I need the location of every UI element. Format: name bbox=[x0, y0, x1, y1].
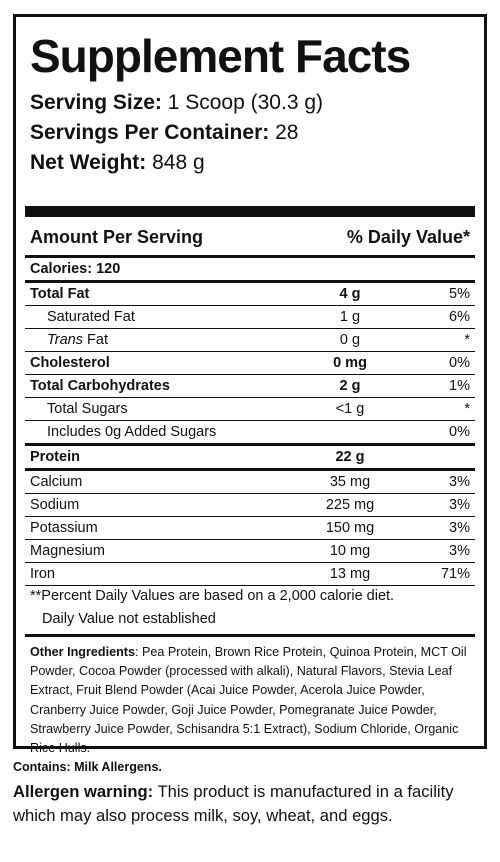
divider bbox=[25, 255, 475, 258]
other-ingredients-label: Other Ingredients bbox=[30, 645, 135, 659]
nutrient-row-total-carbohydrates: Total Carbohydrates 2 g 1% bbox=[25, 375, 475, 397]
nutrient-label: Total Fat bbox=[30, 286, 90, 302]
divider bbox=[25, 280, 475, 283]
nutrient-amount: 1 g bbox=[339, 309, 361, 325]
nutrient-label: Cholesterol bbox=[30, 355, 110, 371]
supplement-facts-panel: Supplement Facts Serving Size: 1 Scoop (… bbox=[13, 14, 487, 755]
nutrient-amount: <1 g bbox=[335, 401, 365, 417]
divider bbox=[25, 634, 475, 637]
nutrient-row-total-fat: Total Fat 4 g 5% bbox=[25, 283, 475, 305]
footnote-not-established: Daily Value not established bbox=[42, 611, 216, 627]
nutrient-label: Saturated Fat bbox=[47, 309, 135, 325]
nutrient-label: Protein bbox=[30, 449, 80, 465]
net-weight-value: 848 g bbox=[152, 151, 205, 174]
divider bbox=[25, 493, 475, 494]
other-ingredients: Other Ingredients: Pea Protein, Brown Ri… bbox=[30, 643, 474, 758]
servings-per-container-label: Servings Per Container: bbox=[30, 121, 270, 144]
nutrient-row-added-sugars: Includes 0g Added Sugars 0% bbox=[25, 421, 475, 443]
daily-value-header: % Daily Value* bbox=[346, 227, 470, 247]
nutrient-amount: 0 mg bbox=[333, 355, 367, 371]
nutrient-row-total-sugars: Total Sugars <1 g * bbox=[25, 398, 475, 420]
nutrient-row-protein: Protein 22 g bbox=[25, 446, 475, 468]
nutrient-dv: 71% bbox=[440, 566, 470, 582]
nutrient-label: Calcium bbox=[30, 474, 83, 490]
contains-statement: Contains: Milk Allergens. bbox=[13, 760, 162, 774]
nutrient-amount: 4 g bbox=[339, 286, 361, 302]
nutrient-amount: 225 mg bbox=[325, 497, 375, 513]
nutrient-dv: 0% bbox=[449, 424, 470, 440]
divider bbox=[25, 374, 475, 375]
nutrient-dv: 0% bbox=[449, 355, 470, 371]
nutrient-dv: 3% bbox=[449, 543, 470, 559]
nutrient-label: Total Sugars bbox=[47, 401, 128, 417]
nutrient-label: Iron bbox=[30, 566, 55, 582]
servings-per-container-value: 28 bbox=[275, 121, 299, 144]
nutrient-label: Potassium bbox=[30, 520, 98, 536]
thick-divider bbox=[25, 206, 475, 217]
allergen-warning: Allergen warning: This product is manufa… bbox=[13, 780, 497, 828]
divider bbox=[25, 420, 475, 421]
allergen-warning-label: Allergen warning: bbox=[13, 782, 154, 801]
panel-title: Supplement Facts bbox=[30, 30, 411, 82]
nutrient-label: Sodium bbox=[30, 497, 80, 513]
nutrient-row-trans-fat: Trans Fat 0 g * bbox=[25, 329, 475, 351]
nutrient-dv: 6% bbox=[449, 309, 470, 325]
nutrient-amount: 35 mg bbox=[329, 474, 371, 490]
divider bbox=[25, 585, 475, 586]
divider bbox=[25, 397, 475, 398]
nutrient-dv: 3% bbox=[449, 520, 470, 536]
other-ingredients-text: : Pea Protein, Brown Rice Protein, Quino… bbox=[30, 645, 467, 756]
nutrient-label: Includes 0g Added Sugars bbox=[47, 424, 217, 440]
divider bbox=[25, 516, 475, 517]
nutrient-amount: 22 g bbox=[335, 449, 365, 465]
nutrient-label: Magnesium bbox=[30, 543, 105, 559]
calories-label: Calories: 120 bbox=[30, 261, 121, 277]
allergen-warning-text: This product is manufactured in a facili… bbox=[13, 782, 454, 825]
divider bbox=[25, 328, 475, 329]
servings-per-container: Servings Per Container: 28 bbox=[30, 121, 298, 145]
net-weight-label: Net Weight: bbox=[30, 151, 147, 174]
divider bbox=[25, 305, 475, 306]
nutrient-dv: 5% bbox=[449, 286, 470, 302]
nutrient-row-cholesterol: Cholesterol 0 mg 0% bbox=[25, 352, 475, 374]
serving-size-value: 1 Scoop (30.3 g) bbox=[167, 91, 323, 114]
nutrient-label: Total Carbohydrates bbox=[30, 378, 170, 394]
divider bbox=[25, 468, 475, 471]
divider bbox=[25, 351, 475, 352]
trans-suffix: Fat bbox=[83, 332, 108, 348]
calories-row: Calories: 120 bbox=[25, 258, 475, 280]
serving-size: Serving Size: 1 Scoop (30.3 g) bbox=[30, 91, 323, 115]
nutrient-dv: * bbox=[464, 401, 470, 417]
nutrient-dv: 1% bbox=[449, 378, 470, 394]
nutrient-dv: * bbox=[464, 332, 470, 348]
nutrient-dv: 3% bbox=[449, 474, 470, 490]
nutrient-amount: 13 mg bbox=[329, 566, 371, 582]
footnote-daily-values: **Percent Daily Values are based on a 2,… bbox=[30, 588, 395, 604]
nutrient-amount: 0 g bbox=[339, 332, 361, 348]
nutrient-amount: 10 mg bbox=[329, 543, 371, 559]
nutrient-amount: 2 g bbox=[339, 378, 361, 394]
trans-italic: Trans bbox=[47, 332, 83, 348]
serving-size-label: Serving Size: bbox=[30, 91, 162, 114]
nutrient-row-magnesium: Magnesium 10 mg 3% bbox=[25, 540, 475, 562]
nutrient-dv: 3% bbox=[449, 497, 470, 513]
net-weight: Net Weight: 848 g bbox=[30, 151, 205, 175]
nutrient-label: Trans Fat bbox=[47, 329, 108, 351]
amount-per-serving-header: Amount Per Serving bbox=[30, 227, 204, 247]
nutrient-row-saturated-fat: Saturated Fat 1 g 6% bbox=[25, 306, 475, 328]
column-header: Amount Per Serving % Daily Value* bbox=[30, 227, 470, 248]
divider bbox=[25, 562, 475, 563]
nutrient-row-potassium: Potassium 150 mg 3% bbox=[25, 517, 475, 539]
nutrient-row-iron: Iron 13 mg 71% bbox=[25, 563, 475, 585]
divider bbox=[25, 539, 475, 540]
nutrient-row-sodium: Sodium 225 mg 3% bbox=[25, 494, 475, 516]
nutrient-row-calcium: Calcium 35 mg 3% bbox=[25, 471, 475, 493]
nutrient-amount: 150 mg bbox=[325, 520, 375, 536]
divider bbox=[25, 443, 475, 446]
